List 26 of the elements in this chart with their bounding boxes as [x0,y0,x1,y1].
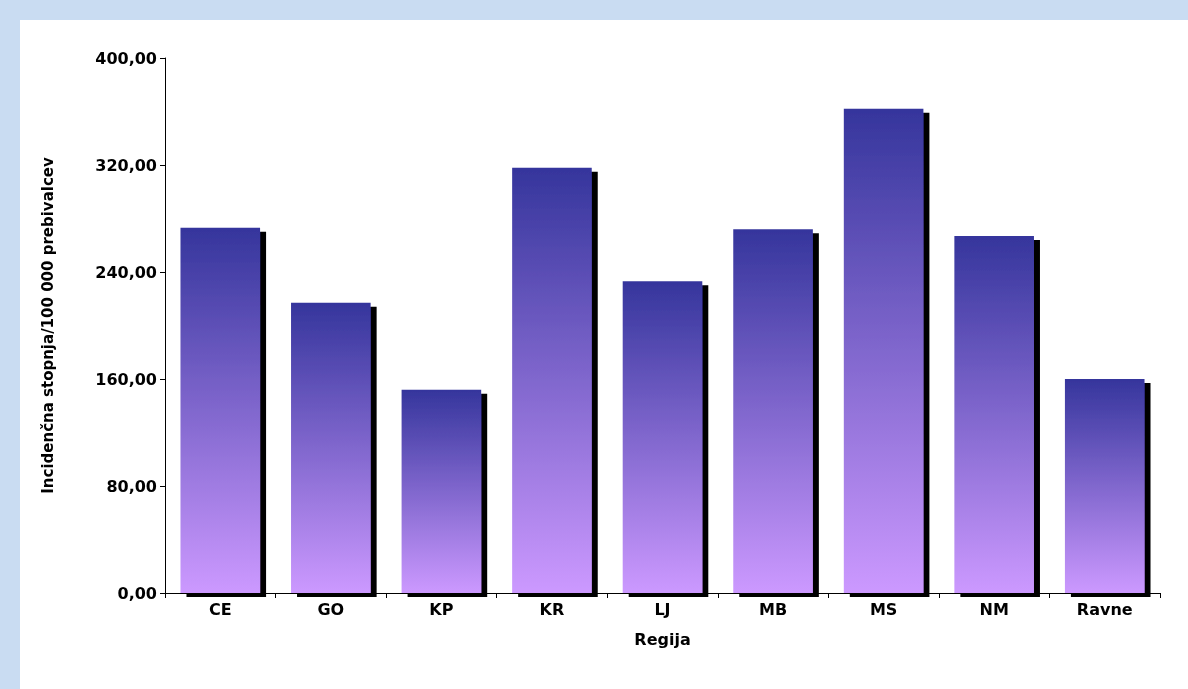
x-axis-title: Regija [634,629,691,649]
x-tick-label: KP [429,599,454,619]
y-tick-label: 80,00 [106,476,157,496]
x-tick-label: LJ [654,599,671,619]
bar [1064,379,1145,593]
y-axis-title: Incidenčna stopnja/100 000 prebivalcev [38,157,57,494]
x-tick-label: KR [539,599,565,619]
y-tick-label: 0,00 [117,583,157,603]
y-tick-label: 160,00 [95,369,157,389]
bar [401,389,482,593]
y-tick-label: 320,00 [95,155,157,175]
x-tick-label: MS [869,599,898,619]
bar [733,229,813,593]
x-tick-label: Ravne [1076,599,1133,619]
x-tick-label: NM [979,599,1009,619]
x-tick-label: MB [758,599,788,619]
y-tick-label: 400,00 [95,48,157,68]
bar [291,302,371,593]
x-tick-label: GO [317,599,345,619]
bar [622,281,703,593]
bar [843,108,924,593]
bar [512,167,592,593]
x-tick-label: CE [208,599,232,619]
y-tick-label: 240,00 [95,262,157,282]
bar [180,227,261,593]
bar [954,235,1034,593]
